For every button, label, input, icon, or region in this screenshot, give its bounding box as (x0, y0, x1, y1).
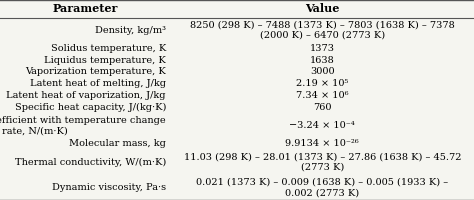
Text: 8250 (298 K) – 7488 (1373 K) – 7803 (1638 K) – 7378
(2000 K) – 6470 (2773 K): 8250 (298 K) – 7488 (1373 K) – 7803 (163… (190, 20, 455, 40)
Text: 7.34 × 10⁶: 7.34 × 10⁶ (296, 91, 349, 100)
Text: Thermal conductivity, W/(m·K): Thermal conductivity, W/(m·K) (15, 158, 166, 167)
Text: 1638: 1638 (310, 56, 335, 65)
Text: Latent heat of melting, J/kg: Latent heat of melting, J/kg (30, 79, 166, 88)
Text: Molecular mass, kg: Molecular mass, kg (69, 139, 166, 148)
Text: −3.24 × 10⁻⁴: −3.24 × 10⁻⁴ (290, 121, 355, 130)
Text: Latent heat of vaporization, J/kg: Latent heat of vaporization, J/kg (7, 91, 166, 100)
Text: 0.021 (1373 K) – 0.009 (1638 K) – 0.005 (1933 K) –
0.002 (2773 K): 0.021 (1373 K) – 0.009 (1638 K) – 0.005 … (196, 178, 448, 197)
Text: 760: 760 (313, 103, 332, 112)
Text: 3000: 3000 (310, 67, 335, 76)
Text: Parameter: Parameter (53, 3, 118, 14)
Text: 9.9134 × 10⁻²⁶: 9.9134 × 10⁻²⁶ (285, 139, 359, 148)
Text: 11.03 (298 K) – 28.01 (1373 K) – 27.86 (1638 K) – 45.72
(2773 K): 11.03 (298 K) – 28.01 (1373 K) – 27.86 (… (183, 153, 461, 172)
Text: Value: Value (305, 3, 339, 14)
Text: 2.19 × 10⁵: 2.19 × 10⁵ (296, 79, 348, 88)
Text: Liquidus temperature, K: Liquidus temperature, K (44, 56, 166, 65)
Text: Density, kg/m³: Density, kg/m³ (95, 26, 166, 35)
Text: 1373: 1373 (310, 44, 335, 53)
Text: Dynamic viscosity, Pa·s: Dynamic viscosity, Pa·s (52, 183, 166, 192)
Text: Specific heat capacity, J/(kg·K): Specific heat capacity, J/(kg·K) (15, 102, 166, 112)
Text: Solidus temperature, K: Solidus temperature, K (51, 44, 166, 53)
Text: Surface tension coefficient with temperature change
rate, N/(m·K): Surface tension coefficient with tempera… (0, 116, 166, 135)
Text: Vaporization temperature, K: Vaporization temperature, K (25, 67, 166, 76)
